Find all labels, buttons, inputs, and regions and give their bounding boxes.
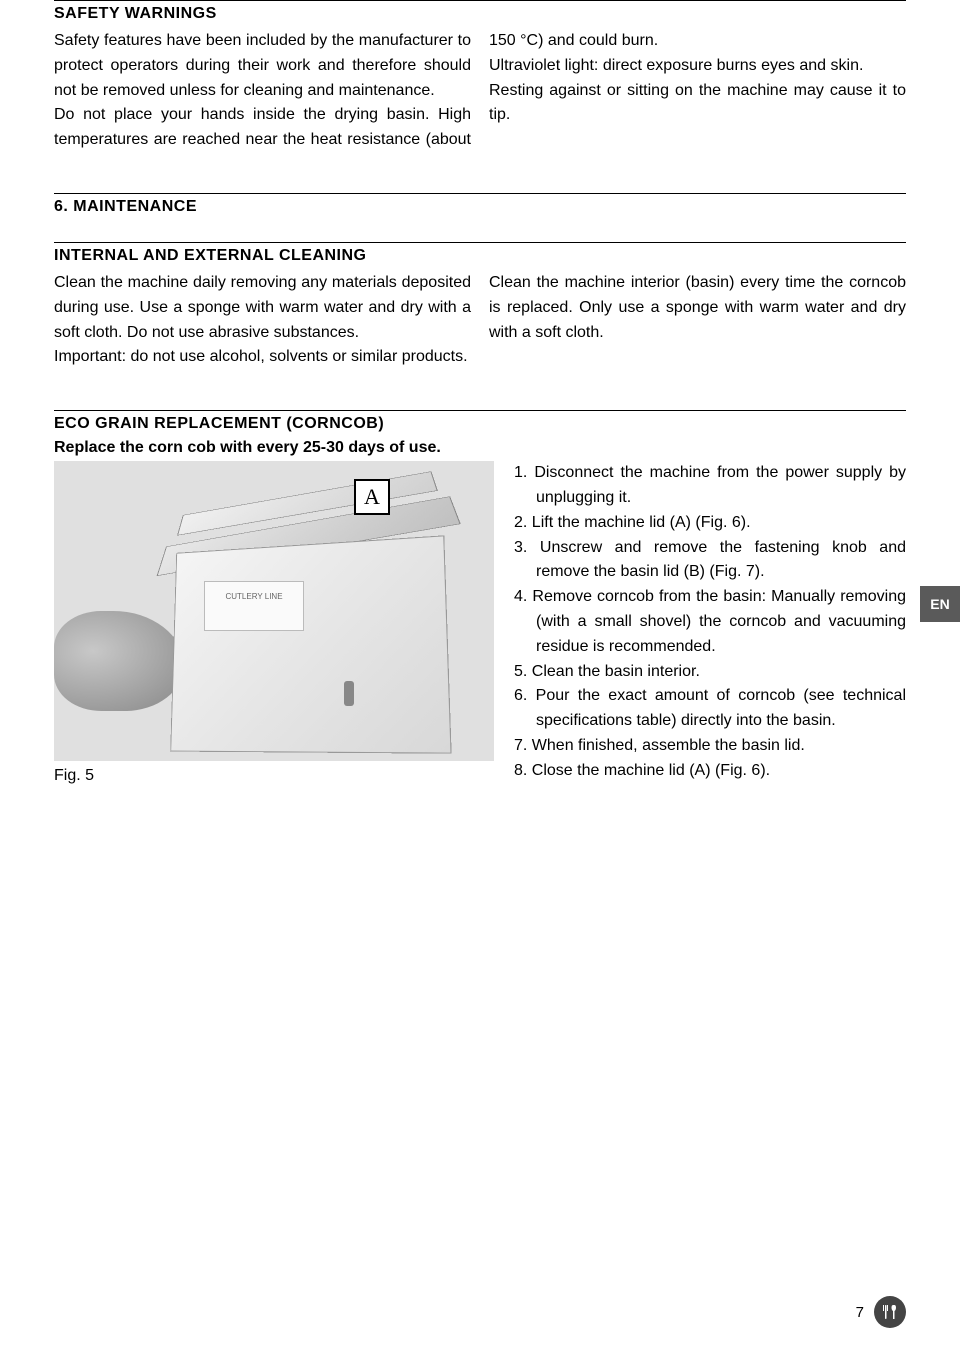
- list-item: 8. Close the machine lid (A) (Fig. 6).: [514, 759, 906, 784]
- language-tab: EN: [920, 586, 960, 622]
- list-item: 3. Unscrew and remove the fastening knob…: [514, 536, 906, 586]
- figure-5: CUTLERY LINE A: [54, 461, 494, 761]
- list-item: 2. Lift the machine lid (A) (Fig. 6).: [514, 511, 906, 536]
- list-item: 1. Disconnect the machine from the power…: [514, 461, 906, 511]
- page-number: 7: [856, 1304, 864, 1321]
- list-item: 6. Pour the exact amount of corncob (see…: [514, 684, 906, 734]
- figure-callout-a: A: [354, 479, 390, 515]
- heading-maintenance: 6. MAINTENANCE: [54, 198, 906, 216]
- heading-safety: SAFETY WARNINGS: [54, 5, 906, 23]
- cutlery-icon: [874, 1296, 906, 1328]
- rule-eco: [54, 410, 906, 411]
- list-item: 4. Remove corncob from the basin: Manual…: [514, 585, 906, 659]
- list-item: 5. Clean the basin interior.: [514, 660, 906, 685]
- heading-eco: ECO GRAIN REPLACEMENT (CORNCOB): [54, 415, 906, 433]
- rule-safety: [54, 0, 906, 1]
- body-cleaning: Clean the machine daily removing any mat…: [54, 271, 906, 370]
- rule-maintenance: [54, 193, 906, 194]
- subheading-eco: Replace the corn cob with every 25-30 da…: [54, 439, 906, 457]
- rule-cleaning: [54, 242, 906, 243]
- list-item: 7. When finished, assemble the basin lid…: [514, 734, 906, 759]
- body-safety: Safety features have been included by th…: [54, 29, 906, 153]
- heading-cleaning: INTERNAL AND EXTERNAL CLEANING: [54, 247, 906, 265]
- figure-5-caption: Fig. 5: [54, 767, 494, 785]
- machine-label: CUTLERY LINE: [204, 581, 304, 631]
- eco-steps-list: 1. Disconnect the machine from the power…: [514, 461, 906, 783]
